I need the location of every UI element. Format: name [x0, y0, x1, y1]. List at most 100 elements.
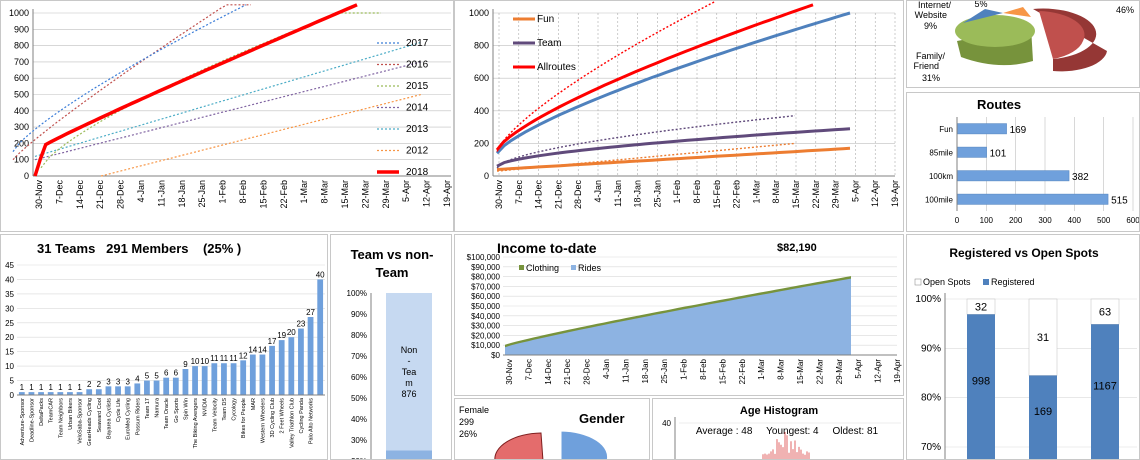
teams-name-label: Bikes for People	[241, 398, 247, 438]
teams-panel: 31 Teams 291 Members (25% ) 0 5 10 15 20 25 30…	[0, 234, 328, 460]
registered-open-bar	[1090, 298, 1120, 325]
teams-value-label: 5	[154, 372, 159, 381]
teams-name-label: Team 17	[145, 398, 151, 419]
team-vs-y-tick: 40%	[351, 415, 367, 424]
growth-x-tick: 1-Mar	[299, 180, 309, 204]
growth-x-tick: 8-Feb	[238, 180, 248, 204]
teams-bar	[269, 345, 275, 395]
growth-series-2015	[40, 12, 381, 169]
teams-name-label: Deadline-Sponsor	[29, 398, 35, 442]
teams-y-tick: 30	[5, 304, 14, 313]
teams-bar	[115, 386, 121, 395]
income-x-tick: 19-Apr	[893, 359, 902, 383]
teams-name-label: 3D Cycling Club	[270, 398, 276, 437]
income-y-tick: $30,000	[471, 322, 500, 331]
routecum-x-tick: 11-Jan	[613, 180, 623, 207]
routecum-y-tick: 1000	[469, 8, 489, 18]
routecum-x-tick: 21-Dec	[553, 180, 563, 210]
teams-value-label: 3	[116, 377, 121, 386]
registered-title: Registered vs Open Spots	[949, 246, 1099, 260]
income-legend-swatch	[571, 265, 576, 270]
income-y-tick: $0	[491, 351, 500, 360]
income-x-tick: 7-Dec	[524, 359, 533, 380]
growth-y-tick: 800	[14, 41, 29, 51]
routecum-x-tick: 19-Apr	[890, 180, 900, 207]
income-y-tick: $60,000	[471, 292, 500, 301]
teams-bar	[249, 354, 256, 395]
routecum-x-tick: 22-Mar	[811, 180, 821, 209]
teams-name-label: DeltaPacks	[39, 398, 45, 426]
growth-y-tick: 400	[14, 106, 29, 116]
growth-x-tick: 30-Nov	[34, 180, 44, 210]
teams-value-label: 1	[48, 383, 53, 392]
income-y-tick: $50,000	[471, 302, 500, 311]
growth-series-2017	[12, 4, 247, 152]
teams-bar	[57, 392, 64, 395]
team-vs-panel: Team vs non- Team 20% 30% 40% 50% 60% 70% 80% 9…	[330, 234, 452, 460]
growth-y-tick: 200	[14, 138, 29, 148]
income-x-tick: 1-Feb	[680, 358, 689, 379]
growth-series-2012	[100, 93, 422, 177]
pie-label-internet-pct: 9%	[924, 21, 937, 31]
teams-bar	[192, 366, 198, 395]
team-vs-bar-label: Tea	[402, 367, 417, 377]
pie-slice-right-side	[1033, 8, 1107, 72]
routecum-legend-label: Fun	[537, 14, 554, 25]
teams-value-label: 6	[164, 369, 169, 378]
age-y-tick: 40	[662, 419, 671, 428]
teams-value-label: 40	[316, 270, 325, 279]
teams-bar	[221, 363, 227, 395]
routes-bar	[956, 193, 1109, 205]
growth-x-tick: 28-Dec	[116, 180, 126, 210]
team-vs-bar-label: -	[408, 356, 411, 366]
team-vs-y-tick: 20%	[351, 457, 367, 460]
income-x-tick: 22-Feb	[738, 358, 747, 384]
routecum-x-tick: 7-Dec	[514, 180, 524, 205]
routecum-x-tick: 25-Jan	[652, 180, 662, 208]
routes-x-tick: 300	[1038, 216, 1052, 225]
income-x-tick: 8-Feb	[699, 358, 708, 379]
growth-y-tick: 300	[14, 122, 29, 132]
routecum-x-tick: 12-Apr	[870, 180, 880, 207]
teams-name-label: Cycle Life	[116, 398, 122, 422]
routes-chart: Routes 0 100 200 300 400 500 600 Fun 169 85mile 10…	[925, 97, 1139, 225]
teams-value-label: 20	[287, 328, 296, 337]
team-vs-bar-label: 876	[401, 389, 416, 399]
teams-name-label: Team Neighbors	[58, 398, 64, 438]
teams-name-label: Cycology	[232, 398, 238, 421]
routecum-y-tick: 600	[474, 73, 489, 83]
registered-reg-bar	[1091, 324, 1119, 459]
teams-y-tick: 40	[5, 275, 14, 284]
routes-x-tick: 400	[1068, 216, 1082, 225]
registered-legend-swatch-open	[914, 278, 922, 286]
male-pie-slice	[560, 430, 609, 459]
income-y-tick: $80,000	[471, 273, 500, 282]
teams-bar	[86, 389, 93, 395]
teams-value-label: 11	[220, 354, 229, 363]
gender-title: Gender	[579, 411, 625, 426]
team-vs-y-tick: 100%	[347, 289, 367, 298]
teams-name-label: Spin Win	[183, 398, 189, 420]
growth-legend-label: 2013	[406, 124, 429, 135]
routes-x-tick: 500	[1097, 216, 1111, 225]
growth-series-2016	[12, 4, 251, 161]
routecum-y-tick: 400	[474, 106, 489, 116]
registered-open-label: 63	[1099, 307, 1111, 319]
team-vs-y-tick: 70%	[351, 352, 367, 361]
growth-y-tick: 500	[14, 90, 29, 100]
teams-name-label: EuroMed Cycling	[126, 398, 132, 440]
teams-value-label: 1	[58, 383, 63, 392]
teams-value-label: 10	[200, 357, 209, 366]
routes-bar	[956, 170, 1070, 182]
income-panel: Income to-date $82,190 $0 $10,000 $20,000 $…	[454, 234, 904, 396]
routecum-x-tick: 4-Jan	[593, 180, 603, 203]
registered-reg-bar	[1029, 375, 1057, 459]
teams-value-label: 1	[20, 383, 25, 392]
routes-value-label: 382	[1072, 172, 1089, 183]
pie-label-family: Family/	[916, 51, 945, 61]
growth-x-tick: 18-Jan	[177, 180, 187, 208]
teams-name-label: GearHeads Cycling	[87, 398, 93, 446]
routecum-team	[496, 127, 851, 168]
pie-label-friend: Friend	[913, 61, 939, 71]
income-legend-swatch	[519, 265, 524, 270]
